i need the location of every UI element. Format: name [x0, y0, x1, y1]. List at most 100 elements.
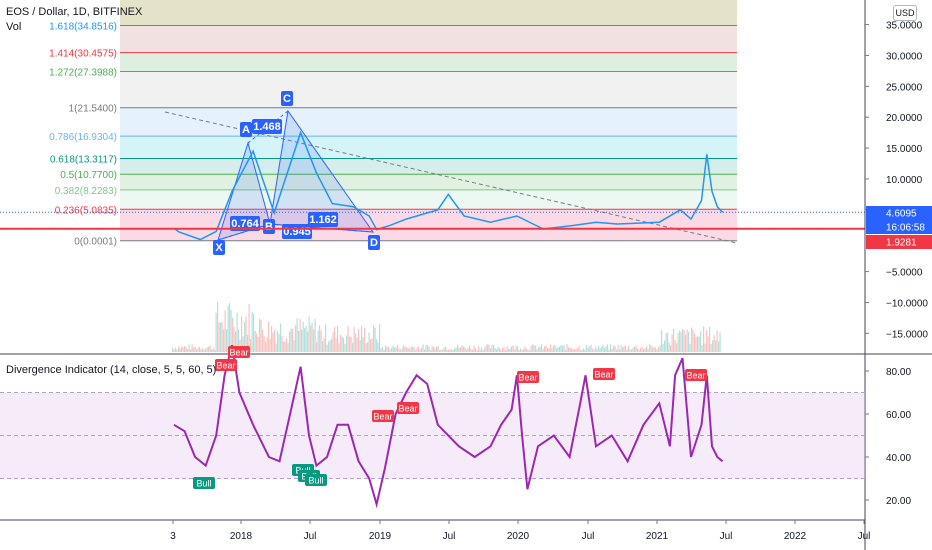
volume-bar [550, 344, 552, 352]
volume-bar [448, 349, 450, 352]
volume-histogram [172, 301, 721, 352]
ratio-label[interactable]: 1.162 [308, 212, 338, 227]
point-a-label[interactable]: A [240, 122, 252, 137]
indicator-axis-label: 40.00 [886, 453, 911, 464]
ratio-label[interactable]: 1.468 [252, 119, 282, 134]
bear-tag-bg [397, 402, 419, 414]
volume-bar [341, 336, 343, 352]
volume-bar [224, 310, 226, 352]
volume-bar [689, 344, 691, 352]
volume-bar [403, 345, 405, 352]
volume-bar [436, 346, 438, 352]
volume-bar [323, 338, 325, 352]
ratio-label[interactable]: 0.945 [282, 224, 312, 239]
volume-bar [256, 333, 258, 352]
countdown-tag-bg [866, 220, 932, 234]
volume-bar [215, 312, 217, 352]
currency-badge[interactable]: USD [893, 5, 917, 21]
volume-bar [452, 349, 454, 352]
volume-bar [203, 349, 205, 352]
volume-bar [239, 339, 241, 352]
price-axis-label: −15.0000 [886, 329, 928, 340]
bear-tag[interactable]: Bear [685, 369, 707, 381]
fib-level-label: 0.236(5.0835) [55, 205, 117, 216]
volume-bar [527, 349, 529, 352]
bear-tag[interactable]: Bear [397, 402, 419, 414]
volume-bar [401, 348, 403, 352]
volume-bar [712, 340, 714, 352]
volume-bar [595, 346, 597, 352]
volume-bar [665, 333, 667, 352]
fib-zone [120, 136, 737, 159]
volume-bar [562, 345, 564, 352]
volume-bar [247, 334, 249, 352]
volume-bar [371, 338, 373, 352]
point-x-label[interactable]: X [213, 240, 225, 255]
point-d-label[interactable]: D [368, 235, 380, 250]
volume-bar [425, 345, 427, 352]
volume-bar [683, 330, 685, 352]
volume-bar [565, 349, 567, 352]
volume-bar [431, 346, 433, 352]
volume-label[interactable]: Vol [6, 21, 22, 33]
symbol-title[interactable]: EOS / Dollar, 1D, BITFINEX [6, 6, 143, 18]
volume-bar [353, 326, 355, 352]
volume-bar [598, 345, 600, 352]
volume-bar [389, 349, 391, 352]
volume-bar [670, 345, 672, 352]
indicator-title[interactable]: Divergence Indicator (14, close, 5, 5, 6… [6, 364, 217, 376]
volume-bar [635, 345, 637, 352]
line-price-tag[interactable]: 1.9281 [866, 235, 932, 249]
volume-bar [629, 348, 631, 352]
volume-bar [193, 347, 195, 352]
bear-tag-bg [372, 410, 394, 422]
price-line[interactable] [173, 130, 724, 241]
volume-bar [667, 332, 669, 352]
bull-tag[interactable]: Bull [193, 477, 215, 489]
countdown-tag-text: 16:06:58 [886, 223, 925, 234]
volume-bar [287, 342, 289, 352]
point-b-label[interactable]: B [263, 219, 275, 234]
volume-bar [310, 325, 312, 352]
bear-tag-bg [215, 359, 237, 371]
current-price-tag[interactable]: 4.6095 [866, 206, 932, 220]
volume-bar [497, 346, 499, 352]
point-c-label[interactable]: C [281, 91, 293, 106]
point-c-label-bg [281, 91, 293, 106]
countdown-tag[interactable]: 16:06:58 [866, 220, 932, 234]
volume-bar [344, 344, 346, 352]
bear-tag[interactable]: Bear [593, 368, 615, 380]
volume-bar [361, 325, 363, 352]
bear-tag-bg [517, 371, 539, 383]
volume-bar [662, 344, 664, 352]
volume-bar [674, 340, 676, 352]
bear-tag[interactable]: Bear [228, 346, 250, 358]
bear-tag[interactable]: Bear [517, 371, 539, 383]
volume-bar [289, 331, 291, 352]
volume-bar [719, 332, 721, 352]
volume-bar [575, 348, 577, 352]
bear-tag[interactable]: Bear [215, 359, 237, 371]
volume-bar [535, 345, 537, 352]
volume-bar [418, 346, 420, 352]
volume-bar [470, 348, 472, 352]
bear-tag[interactable]: Bear [372, 410, 394, 422]
price-axis-label: 15.0000 [886, 144, 923, 155]
volume-bar [695, 337, 697, 352]
bull-tag[interactable]: Bull [305, 474, 327, 486]
volume-bar [476, 350, 478, 352]
volume-bar [707, 336, 709, 352]
volume-bar [322, 340, 324, 352]
volume-bar [653, 346, 655, 352]
volume-bar [616, 349, 618, 352]
ratio-label[interactable]: 0.764 [230, 216, 260, 231]
divergence-line[interactable] [173, 344, 724, 509]
volume-bar [517, 346, 519, 352]
volume-bar [320, 330, 322, 352]
volume-bar [488, 344, 490, 352]
volume-bar [449, 349, 451, 352]
fib-zone [120, 189, 737, 210]
bear-tag-bg [228, 346, 250, 358]
